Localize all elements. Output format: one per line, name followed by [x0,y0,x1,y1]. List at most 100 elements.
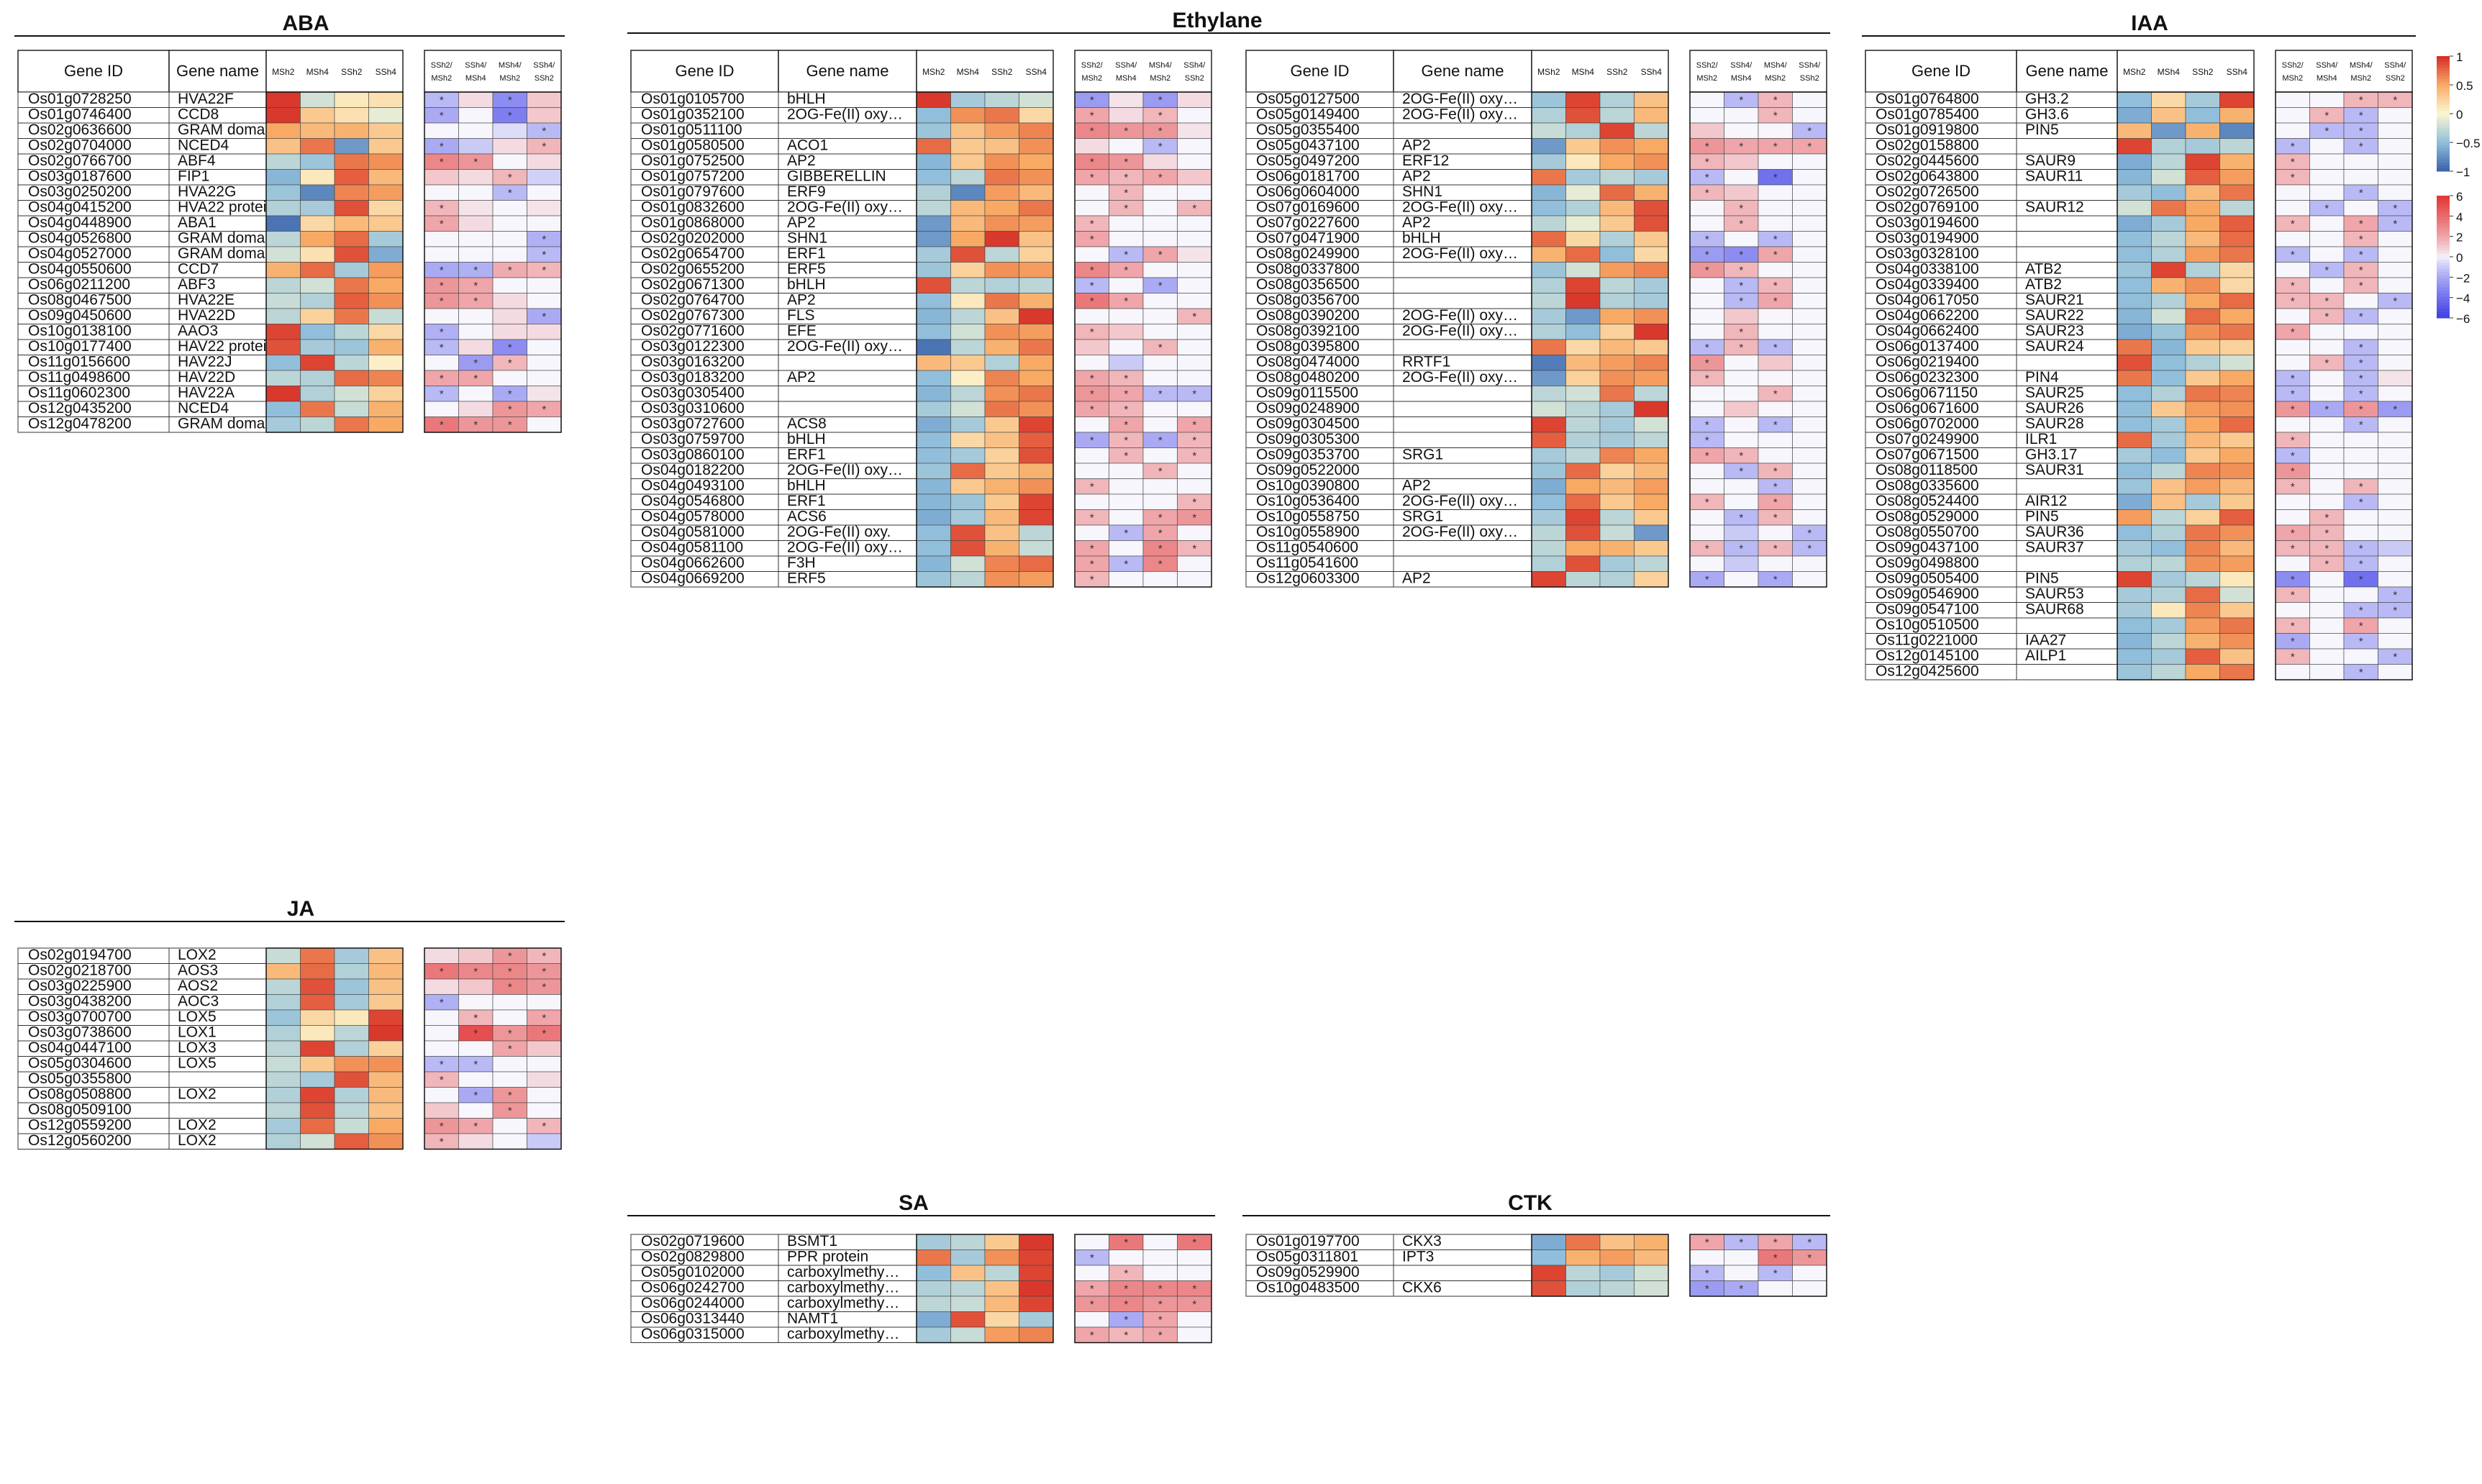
expr-cell [916,1326,951,1343]
significance-star: * [1807,141,1812,153]
expr-cell [984,447,1019,464]
expr-cell [1531,91,1566,108]
significance-star: * [473,296,478,308]
fc-cell [1109,308,1144,324]
gene-name-cell [1393,293,1532,309]
fc-cell [1142,355,1178,371]
significance-star: * [1158,125,1163,137]
fc-col-label-bottom-aba: MSh2 [431,74,452,83]
gene-name: SAUR23 [2025,323,2084,340]
fc-cell [1724,122,1759,139]
gene-name: GRAM domain [178,122,277,138]
fc-col-label-top-iaa: MSh4/ [2350,61,2373,70]
gene-name: CKX6 [1402,1280,1442,1296]
fc-cell [2275,602,2310,619]
significance-star: * [473,1028,478,1040]
fc-cell [2309,339,2345,355]
fc-cell [1142,370,1178,386]
significance-star: * [1739,465,1743,478]
fc-cell [527,1056,562,1073]
expr-cell [2151,355,2186,371]
significance-star: * [473,373,478,385]
expr-cell [368,293,404,309]
expr-cell [2151,432,2186,448]
significance-star: * [1739,203,1743,215]
expr-cell [1019,416,1054,433]
expr-cell [1634,91,1669,108]
fc-cell [1758,215,1793,232]
significance-star: * [1124,373,1128,385]
expr-cell [1531,370,1566,386]
fc-cell [1177,169,1212,186]
expr-cell [1019,246,1054,263]
gene-id: Os06g0671150 [1876,385,1978,401]
fc-col-label-bottom-iaa: MSh4 [2317,74,2337,83]
fc-cell [2309,447,2345,464]
fc-cell [1689,478,1724,495]
gene-name: bHLH [787,478,826,494]
legend-expression-tick-label: 1 [2456,50,2463,64]
expr-cell [2117,432,2152,448]
expr-cell [2185,293,2220,309]
significance-star: * [2393,589,2397,601]
expr-cell [300,1071,335,1088]
significance-star: * [2359,249,2363,261]
gene-name-cell [1393,339,1532,355]
expr-col-label-ethylane-b: SSh2 [1606,67,1628,77]
legend-expression-swatch [2437,99,2450,103]
significance-star: * [2291,636,2295,648]
significance-star: * [542,1121,546,1133]
fc-cell [1724,231,1759,247]
expr-cell [265,153,301,170]
fc-cell [458,401,494,417]
legend-expression-swatch [2437,70,2450,74]
fc-cell [458,1040,494,1057]
expr-cell [950,509,986,526]
gene-id: Os09g0304500 [1256,416,1360,432]
fc-cell [2378,416,2413,433]
legend-expression-swatch [2437,157,2450,160]
fc-cell [1177,401,1212,417]
gene-name: ILR1 [2025,431,2057,447]
expr-cell [2185,386,2220,402]
fc-cell [1109,478,1144,495]
gene-id: Os12g0603300 [1256,570,1360,587]
gene-id: Os04g0415200 [28,199,132,216]
expr-cell [1634,107,1669,124]
fc-cell [2309,324,2345,340]
fc-cell [527,994,562,1011]
legend-fold-change-swatch [2437,204,2450,209]
expr-cell [265,91,301,108]
expr-cell [368,355,404,371]
expr-cell [265,138,301,155]
gene-id: Os08g0392100 [1256,323,1360,340]
expr-cell [916,122,951,139]
fc-cell [492,138,527,155]
significance-star: * [1739,141,1743,153]
significance-star: * [1192,512,1196,524]
expr-cell [950,1311,986,1328]
fc-col-label-top-iaa: SSh4/ [2384,61,2406,70]
gene-id: Os12g0435200 [28,400,132,416]
significance-star: * [1090,172,1094,184]
expr-cell [1634,308,1669,324]
fc-cell [1724,184,1759,201]
expr-cell [1565,386,1601,402]
fc-cell [424,231,459,247]
expr-cell [2219,571,2255,588]
expr-cell [1634,1234,1669,1250]
fc-cell [424,355,459,371]
expr-cell [984,1326,1019,1343]
legend-fold-change-tick-label: 0 [2456,251,2463,265]
fc-cell [458,1133,494,1150]
expr-cell [1599,324,1635,340]
expr-cell [1599,169,1635,186]
gene-id: Os04g0339400 [1876,276,1979,293]
expr-border [916,1234,1054,1344]
significance-star: * [508,419,512,432]
fc-col-label-top-ethylane-b: SSh4/ [1799,61,1821,70]
fc-cell [2378,308,2413,324]
gene-id: Os01g0197700 [1256,1233,1360,1249]
expr-cell [984,370,1019,386]
gene-id: Os08g0335600 [1876,478,1979,494]
